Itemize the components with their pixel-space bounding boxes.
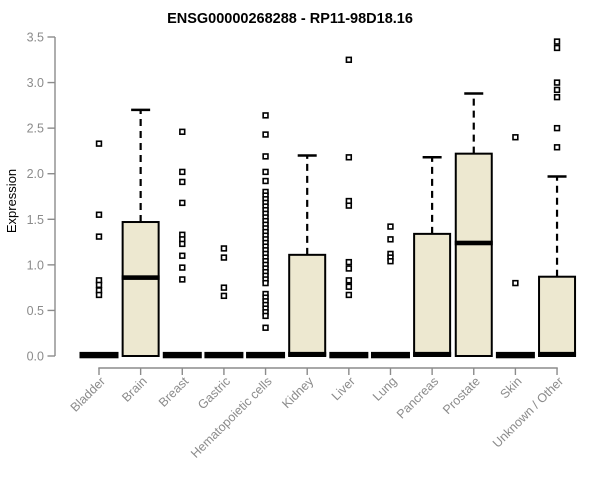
- y-tick-label: 2.0: [27, 167, 44, 181]
- outlier-point: [553, 44, 561, 52]
- median-line: [288, 351, 327, 357]
- outlier-point: [512, 279, 519, 287]
- outlier-point: [345, 56, 353, 63]
- x-tick-label: Brain: [119, 374, 150, 405]
- collapsed-box: [495, 351, 535, 359]
- outlier-point: [387, 258, 394, 265]
- outlier-point: [345, 283, 353, 290]
- x-tick-label: Lung: [370, 374, 400, 404]
- y-tick-label: 3.0: [27, 76, 44, 90]
- outlier-point: [262, 279, 269, 287]
- y-tick-label: 0.5: [27, 304, 44, 318]
- outlier-point: [262, 324, 269, 331]
- outlier-point: [553, 38, 561, 45]
- outlier-point: [553, 79, 561, 86]
- outlier-point: [95, 140, 103, 147]
- x-tick-label: Gastric: [195, 374, 233, 412]
- box: [121, 221, 160, 357]
- x-tick-label: Liver: [329, 374, 358, 403]
- median-line: [121, 275, 160, 280]
- outlier-point: [179, 252, 186, 259]
- outlier-point: [262, 153, 269, 160]
- x-tick-label: Skin: [497, 374, 524, 401]
- outlier-point: [262, 112, 269, 119]
- outlier-point: [95, 211, 103, 218]
- collapsed-box: [329, 351, 369, 359]
- collapsed-box: [246, 351, 286, 359]
- outlier-point: [345, 265, 353, 272]
- outlier-point: [553, 144, 561, 151]
- box: [454, 152, 493, 357]
- box: [288, 253, 327, 357]
- x-tick-label: Unknown / Other: [490, 374, 566, 450]
- outlier-point: [95, 291, 103, 299]
- outlier-point: [220, 254, 228, 261]
- outlier-point: [179, 178, 186, 186]
- outlier-point: [220, 245, 228, 252]
- collapsed-box: [370, 351, 410, 359]
- outlier-point: [387, 236, 394, 243]
- plot-area: 0.0 0.5 1.0 1.5 2.0 2.5 3.0 3.5 Bladder Brain Brea…: [27, 31, 577, 461]
- outlier-point: [345, 202, 353, 209]
- y-tick-label: 2.5: [27, 122, 44, 136]
- outlier-point: [512, 134, 519, 141]
- x-tick-label: Kidney: [279, 374, 316, 411]
- x-tick-label: Breast: [156, 374, 192, 410]
- outlier-point: [95, 233, 103, 240]
- x-tick-label: Pancreas: [394, 374, 441, 421]
- outlier-point: [179, 199, 186, 207]
- outlier-point: [345, 291, 353, 299]
- outlier-point: [262, 312, 269, 320]
- median-line: [538, 351, 577, 357]
- box: [538, 275, 577, 358]
- outlier-point: [262, 177, 269, 185]
- y-tick-label: 3.5: [27, 31, 44, 45]
- outlier-point: [179, 128, 186, 135]
- outlier-point: [220, 284, 228, 291]
- outlier-point: [262, 168, 269, 176]
- y-tick-label: 1.5: [27, 213, 44, 227]
- collapsed-box: [204, 351, 244, 359]
- outlier-point: [345, 154, 353, 161]
- outlier-point: [387, 223, 394, 230]
- box: [413, 232, 452, 358]
- outlier-point: [220, 292, 228, 300]
- y-axis-title: Expression: [4, 169, 19, 233]
- outlier-point: [345, 277, 353, 284]
- median-line: [413, 351, 452, 357]
- outlier-point: [179, 168, 186, 176]
- y-tick-label: 1.0: [27, 258, 44, 272]
- x-tick-label: Prostate: [440, 374, 483, 417]
- x-tick-label: Hematopoietic cells: [188, 374, 275, 461]
- outlier-point: [553, 86, 561, 94]
- chart-title: ENSG00000268288 - RP11-98D18.16: [167, 11, 413, 27]
- outlier-point: [179, 240, 186, 248]
- x-tick-label: Bladder: [68, 374, 108, 414]
- collapsed-box: [79, 351, 119, 359]
- outlier-point: [179, 276, 186, 283]
- outlier-point: [95, 281, 103, 289]
- outlier-point: [345, 258, 353, 266]
- outlier-point: [553, 93, 561, 101]
- y-tick-label: 0.0: [27, 350, 44, 364]
- outlier-point: [179, 264, 186, 271]
- outlier-point: [262, 131, 269, 138]
- collapsed-box: [162, 351, 202, 359]
- median-line: [454, 240, 493, 246]
- outlier-point: [553, 124, 561, 132]
